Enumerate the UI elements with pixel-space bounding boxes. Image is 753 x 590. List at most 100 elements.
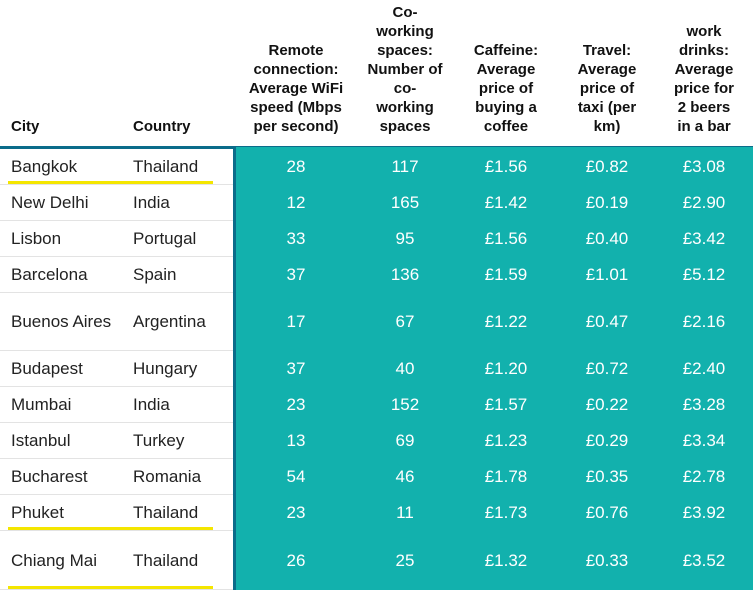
cell-beer: £2.16 [682, 312, 726, 331]
cell-coffee: £1.57 [484, 395, 528, 414]
header-beer: work drinks: Average price for 2 beers i… [673, 23, 734, 135]
row-separator [0, 458, 233, 459]
cell-taxi: £0.72 [585, 359, 629, 378]
cell-wifi: 23 [286, 395, 306, 414]
cell-beer: £3.08 [682, 157, 726, 176]
cell-country: Thailand [133, 503, 199, 522]
highlight-underline [8, 527, 213, 530]
cell-city: Lisbon [11, 229, 62, 248]
highlight-underline [8, 181, 213, 184]
cell-taxi: £0.40 [585, 229, 629, 248]
cell-cowork: 25 [395, 550, 415, 570]
cell-wifi: 17 [286, 312, 306, 331]
cell-coffee: £1.73 [484, 503, 528, 522]
table-row: Istanbul Turkey 13 69 £1.23 £0.29 £3.34 [0, 423, 753, 459]
table-row: New Delhi India 12 165 £1.42 £0.19 £2.90 [0, 185, 753, 221]
cell-coffee: £1.56 [484, 157, 528, 176]
cell-country: Thailand [133, 550, 199, 570]
cell-country: Thailand [133, 157, 199, 176]
row-separator [0, 386, 233, 387]
cell-cowork: 69 [395, 431, 415, 450]
header-wifi: Remote connection: Average WiFi speed (M… [248, 42, 344, 135]
cell-beer: £2.90 [682, 193, 726, 212]
cell-taxi: £0.47 [585, 312, 629, 331]
cell-city: Phuket [11, 503, 64, 522]
cell-country: Spain [133, 265, 177, 284]
cell-city: Bucharest [11, 467, 88, 486]
cell-wifi: 33 [286, 229, 306, 248]
row-separator [0, 184, 233, 185]
cell-taxi: £0.22 [585, 395, 629, 414]
cell-wifi: 23 [286, 503, 306, 522]
values-panel [233, 147, 753, 590]
cell-cowork: 117 [391, 157, 419, 176]
cell-wifi: 26 [286, 550, 306, 570]
cell-cowork: 67 [395, 312, 415, 331]
row-separator [0, 220, 233, 221]
cell-country: Argentina [133, 312, 206, 331]
row-separator [0, 350, 233, 351]
cell-taxi: £0.76 [585, 503, 629, 522]
cell-city: Mumbai [11, 395, 72, 414]
cell-city: Barcelona [11, 265, 88, 284]
table-row: Phuket Thailand 23 11 £1.73 £0.76 £3.92 [0, 495, 753, 531]
cell-coffee: £1.59 [484, 265, 528, 284]
table-row: Chiang Mai Thailand 26 25 £1.32 £0.33 £3.52 [0, 531, 753, 590]
cell-wifi: 54 [286, 467, 306, 486]
cell-country: Hungary [133, 359, 198, 378]
row-separator [0, 422, 233, 423]
cell-wifi: 37 [286, 359, 306, 378]
cell-cowork: 165 [390, 193, 420, 212]
cell-country: Turkey [133, 431, 185, 450]
cell-beer: £3.28 [682, 395, 726, 414]
cell-coffee: £1.78 [484, 467, 528, 486]
cell-cowork: 11 [396, 503, 414, 522]
table-row: Bucharest Romania 54 46 £1.78 £0.35 £2.78 [0, 459, 753, 495]
table-row: Lisbon Portugal 33 95 £1.56 £0.40 £3.42 [0, 221, 753, 257]
table-row: Bangkok Thailand 28 117 £1.56 £0.82 £3.08 [0, 149, 753, 185]
cell-country: India [133, 395, 170, 414]
cell-cowork: 40 [395, 359, 415, 378]
row-separator [0, 494, 233, 495]
cell-beer: £2.40 [682, 359, 726, 378]
cell-beer: £3.92 [682, 503, 726, 522]
cell-country: India [133, 193, 170, 212]
cell-city: Buenos Aires [11, 312, 112, 331]
cell-coffee: £1.23 [484, 431, 528, 450]
table-row: Buenos Aires Argentina 17 67 £1.22 £0.47 £2.16 [0, 293, 753, 351]
cell-coffee: £1.20 [484, 359, 528, 378]
cell-wifi: 37 [286, 265, 306, 284]
cell-city: Istanbul [11, 431, 71, 450]
cell-taxi: £0.82 [585, 157, 629, 176]
table-header: City Country Remote connection: Average … [0, 0, 753, 146]
row-separator [0, 256, 233, 257]
cell-city: Budapest [11, 359, 83, 378]
cell-taxi: £0.19 [585, 193, 629, 212]
header-taxi: Travel: Average price of taxi (per km) [577, 42, 637, 135]
cell-coffee: £1.32 [484, 550, 528, 570]
cell-beer: £2.78 [682, 467, 726, 486]
cell-coffee: £1.56 [484, 229, 528, 248]
cell-cowork: 95 [395, 229, 415, 248]
row-separator [0, 292, 233, 293]
cell-city: Bangkok [11, 157, 78, 176]
cell-taxi: £0.29 [585, 431, 629, 450]
table-row: Barcelona Spain 37 136 £1.59 £1.01 £5.12 [0, 257, 753, 293]
cell-beer: £5.12 [682, 265, 726, 284]
cell-beer: £3.42 [682, 229, 726, 248]
header-coworking: Co-working spaces: Number of co-working … [367, 4, 443, 135]
table-row: Mumbai India 23 152 £1.57 £0.22 £3.28 [0, 387, 753, 423]
cell-wifi: 12 [286, 193, 306, 212]
header-city: City [11, 118, 40, 135]
cell-city: New Delhi [11, 193, 89, 212]
cell-cowork: 136 [390, 265, 420, 284]
header-coffee: Caffeine: Average price of buying a coff… [473, 42, 539, 135]
cell-taxi: £0.35 [585, 467, 629, 486]
cell-wifi: 28 [286, 157, 306, 176]
cell-city: Chiang Mai [11, 550, 97, 570]
cell-coffee: £1.22 [484, 312, 528, 331]
cell-coffee: £1.42 [484, 193, 528, 212]
table-row: Budapest Hungary 37 40 £1.20 £0.72 £2.40 [0, 351, 753, 387]
header-country: Country [133, 118, 191, 135]
